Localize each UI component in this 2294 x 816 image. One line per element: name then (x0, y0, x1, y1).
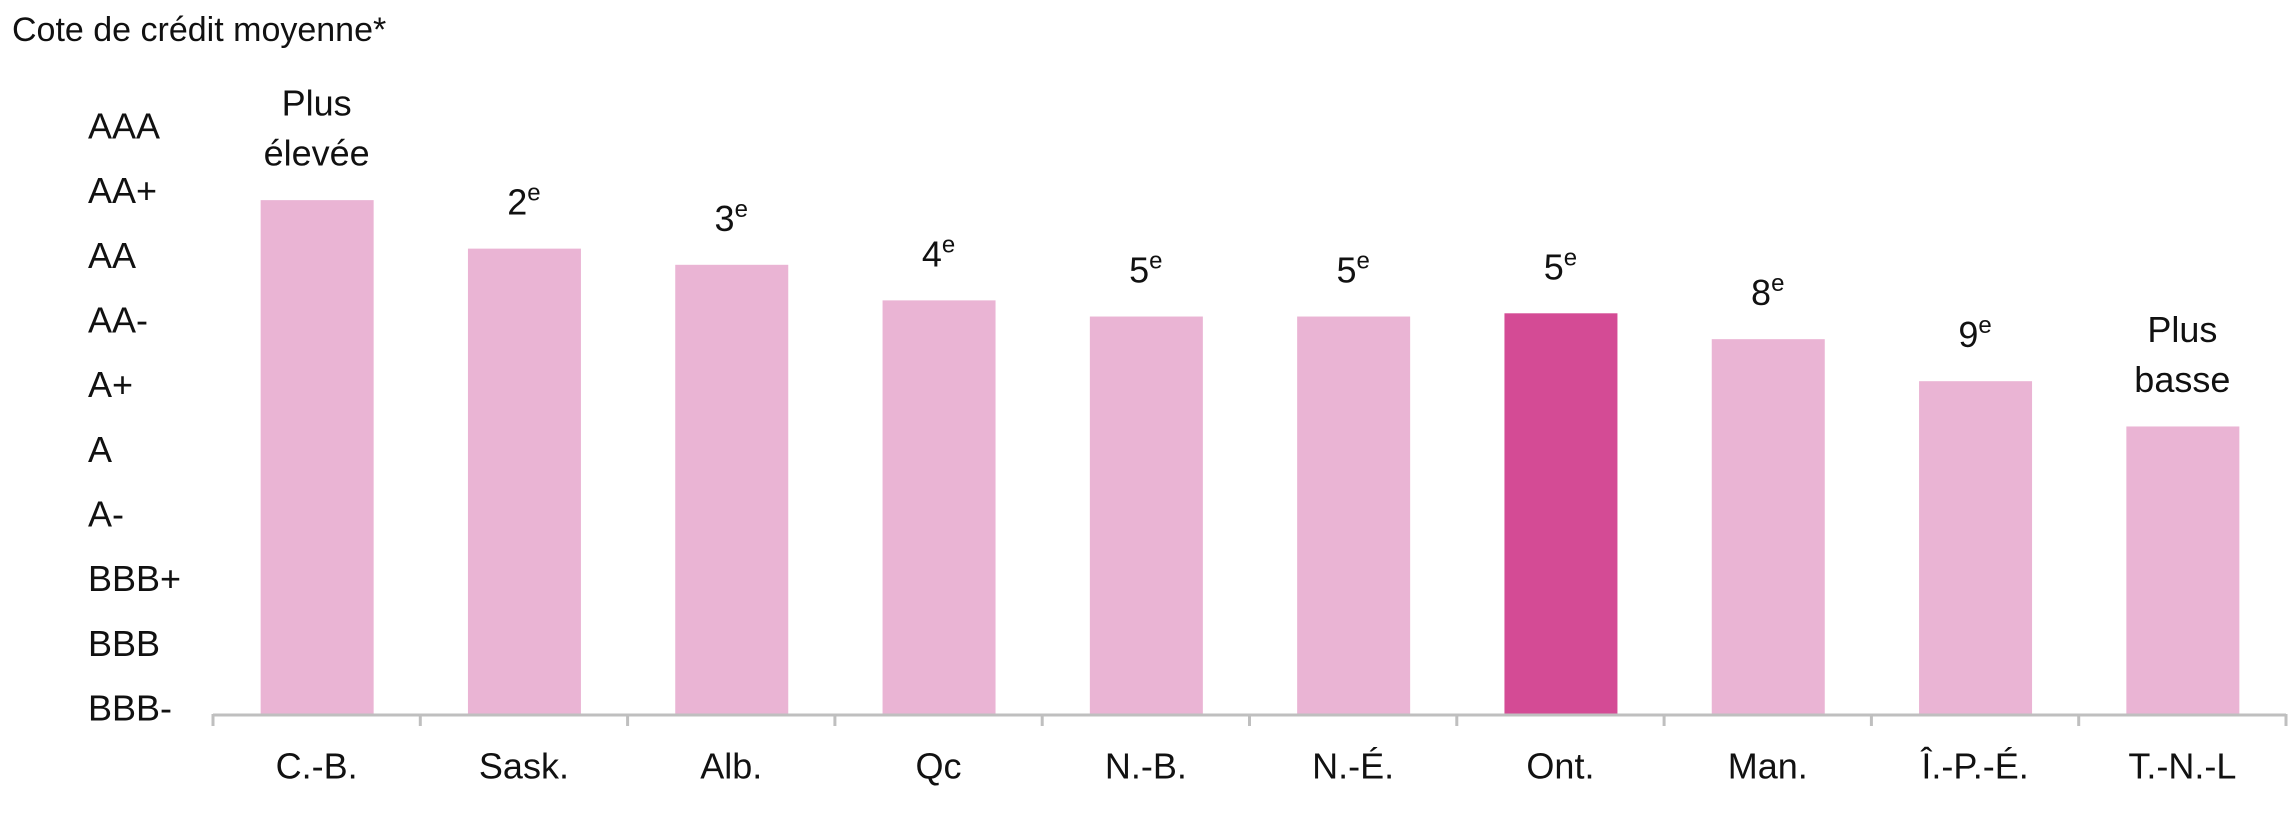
x-tick-label: T.-N.-L (2128, 746, 2236, 787)
bar-label: 8e (1751, 271, 1784, 313)
bar-label: Plus (282, 83, 352, 124)
x-tick-label: Qc (916, 746, 962, 787)
bar (467, 248, 581, 714)
rank-superscript: e (1149, 248, 1162, 275)
rank-superscript: e (1771, 271, 1784, 298)
bar-label: basse (2134, 359, 2230, 400)
rank-superscript: e (1356, 248, 1369, 275)
y-tick-label: A (88, 429, 112, 470)
x-tick-label: Ont. (1526, 746, 1594, 787)
bar-label: 5e (1336, 248, 1369, 290)
bar (675, 264, 789, 714)
rank-superscript: e (942, 232, 955, 259)
bar (2126, 426, 2240, 714)
y-tick-label: BBB (88, 623, 160, 664)
bar (1089, 316, 1203, 714)
rank-superscript: e (1978, 313, 1991, 340)
x-tick-label: Alb. (700, 746, 762, 787)
rank-superscript: e (735, 196, 748, 223)
rank-number: 3 (715, 197, 735, 238)
x-tick-label: Sask. (479, 746, 569, 787)
rank-number: 2 (507, 181, 527, 222)
bar (1711, 339, 1825, 714)
rank-number: 4 (922, 233, 942, 274)
bar-label: 3e (715, 196, 748, 238)
bar-label: 5e (1129, 248, 1162, 290)
rank-number: 9 (1958, 314, 1978, 355)
bar-label: élevée (264, 133, 370, 174)
y-tick-label: BBB+ (88, 558, 181, 599)
bar-label: 2e (507, 180, 540, 222)
rank-superscript: e (527, 180, 540, 207)
y-tick-label: BBB- (88, 688, 172, 729)
rank-number: 8 (1751, 272, 1771, 313)
chart-title: Cote de crédit moyenne* (12, 11, 386, 49)
bar (1919, 381, 2033, 714)
rank-number: 5 (1544, 246, 1564, 287)
x-tick-label: Î.-P.-É. (1920, 746, 2028, 787)
rank-superscript: e (1564, 245, 1577, 272)
y-tick-label: A+ (88, 364, 133, 405)
y-tick-label: AA- (88, 300, 148, 341)
x-tick-label: N.-B. (1105, 746, 1187, 787)
bar (260, 200, 374, 715)
rank-number: 5 (1336, 249, 1356, 290)
bar (1504, 313, 1618, 714)
x-tick-label: C.-B. (276, 746, 358, 787)
bar-label: 4e (922, 232, 955, 274)
y-tick-label: AA+ (88, 170, 157, 211)
bar (1297, 316, 1411, 714)
x-tick-label: Man. (1728, 746, 1808, 787)
bar-label: 9e (1958, 313, 1991, 355)
y-tick-label: A- (88, 494, 124, 535)
bar (882, 300, 996, 714)
y-tick-label: AAA (88, 106, 160, 147)
bar-label: 5e (1544, 245, 1577, 287)
x-tick-label: N.-É. (1312, 746, 1394, 787)
rank-number: 5 (1129, 249, 1149, 290)
y-tick-label: AA (88, 235, 136, 276)
bar-label: Plus (2147, 309, 2217, 350)
